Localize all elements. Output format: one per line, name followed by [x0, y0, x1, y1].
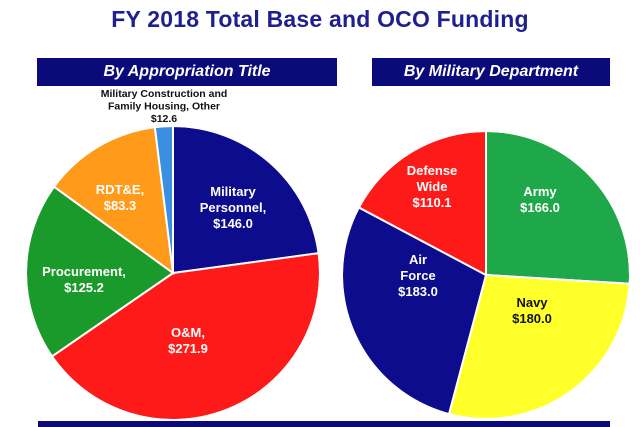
slice-label-military-personnel: Military Personnel, $146.0: [200, 184, 266, 231]
pie-chart-2: Army $166.0 Navy $180.0 Air Force $183.0 Defens…: [341, 129, 631, 420]
slice-label-o-m: O&M, $271.9: [168, 325, 208, 356]
slice-label-defense-wide: Defense Wide $110.1: [407, 163, 458, 210]
pie-chart-1: Military Personnel, $146.0 O&M, $271.9 Procur…: [25, 88, 321, 421]
slice-label-navy: Navy $180.0: [512, 295, 552, 326]
chart-title-department: By Military Department: [372, 58, 610, 86]
page-title: FY 2018 Total Base and OCO Funding: [111, 6, 529, 32]
slice-label-air-force: Air Force $183.0: [398, 252, 438, 299]
pie-outline: [341, 130, 631, 420]
pie-outline: [25, 125, 321, 421]
bottom-divider: [38, 421, 610, 427]
chart-title-appropriation: By Appropriation Title: [37, 58, 337, 86]
slice-label-military-construction-and-family-housing-other: Military Construction and Family Housing,…: [101, 88, 228, 125]
slice-label-rdt-e: RDT&E, $83.3: [96, 182, 144, 213]
slice-label-army: Army $166.0: [520, 184, 560, 215]
slice-label-procurement: Procurement, $125.2: [42, 264, 126, 295]
